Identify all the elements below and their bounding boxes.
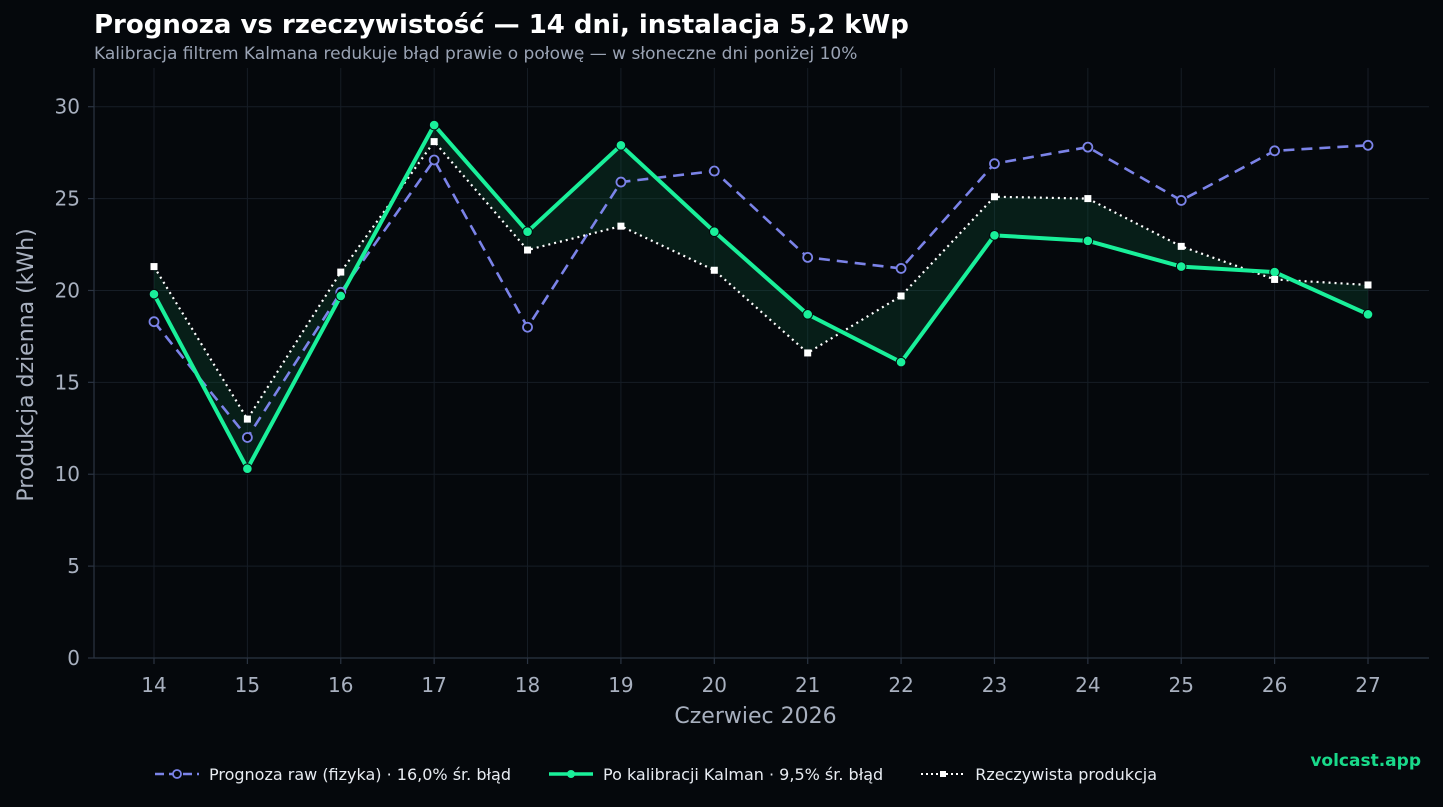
point-kalman (242, 463, 253, 475)
point-actual (337, 268, 345, 276)
point-actual (710, 266, 718, 274)
point-actual (1271, 275, 1279, 283)
y-tick-label: 5 (67, 554, 80, 578)
point-kalman (428, 119, 440, 131)
point-actual (1177, 242, 1185, 250)
point-kalman (989, 230, 1000, 241)
point-kalman (1082, 235, 1094, 247)
error-band (154, 125, 1368, 469)
legend-label-actual: Rzeczywista produkcja (975, 764, 1158, 784)
point-raw (989, 158, 1000, 170)
point-kalman (709, 226, 720, 237)
point-actual (524, 246, 532, 254)
series-line-kalman (152, 123, 1369, 471)
x-tick-label: 26 (1262, 673, 1287, 697)
point-raw (241, 432, 253, 443)
point-raw (615, 176, 627, 188)
legend-item-kalman: Po kalibracji Kalman · 9,5% śr. błąd (548, 764, 884, 784)
x-tick-label: 25 (1169, 673, 1194, 697)
legend-label-kalman: Po kalibracji Kalman · 9,5% śr. błąd (602, 764, 884, 784)
brand-watermark: volcast.app (1310, 751, 1421, 771)
legend: Prognoza raw (fizyka) · 16,0% śr. błąd P… (155, 762, 1195, 786)
x-tick-label: 27 (1355, 673, 1380, 697)
point-raw (1362, 139, 1374, 151)
x-tick-label: 15 (235, 673, 260, 697)
legend-item-actual: Rzeczywista produkcja (921, 765, 1157, 784)
y-tick-label: 30 (55, 95, 80, 119)
series-line-actual (153, 140, 1369, 421)
point-raw (1175, 195, 1187, 206)
point-actual (1084, 195, 1092, 203)
point-actual (243, 415, 251, 423)
x-tick-label: 18 (515, 673, 540, 697)
point-raw (708, 165, 720, 177)
point-actual (897, 292, 905, 300)
x-tick-label: 19 (608, 673, 633, 697)
point-raw (895, 263, 907, 274)
point-actual (1364, 281, 1372, 289)
point-raw (148, 316, 160, 328)
x-tick-label: 14 (141, 673, 166, 697)
x-tick-label: 16 (328, 673, 353, 697)
point-kalman (615, 139, 627, 151)
legend-swatch-raw (155, 769, 199, 779)
point-raw (428, 154, 440, 166)
point-kalman (1269, 266, 1280, 278)
point-kalman (1362, 309, 1374, 320)
point-kalman (335, 290, 347, 302)
y-tick-label: 15 (55, 370, 80, 394)
point-actual (990, 193, 998, 201)
chart-subtitle: Kalibracja filtrem Kalmana redukuje błąd… (94, 44, 858, 64)
x-tick-label: 20 (702, 673, 727, 697)
point-actual (617, 222, 625, 230)
y-tick-label: 0 (67, 646, 80, 670)
chart-title: Prognoza vs rzeczywistość — 14 dni, inst… (94, 10, 909, 40)
x-tick-label: 23 (982, 673, 1007, 697)
point-raw (802, 251, 814, 263)
point-actual (804, 349, 812, 357)
x-tick-label: 22 (888, 673, 913, 697)
legend-swatch-kalman (548, 770, 593, 778)
y-tick-label: 20 (55, 278, 80, 302)
point-kalman (1175, 261, 1187, 272)
point-actual (430, 138, 438, 146)
point-kalman (148, 288, 160, 300)
x-tick-label: 24 (1075, 673, 1100, 697)
point-raw (1082, 141, 1094, 153)
y-axis-label: Produkcja dzienna (kWh) (14, 228, 39, 501)
legend-swatch-actual (921, 771, 966, 777)
x-axis-label: Czerwiec 2026 (674, 704, 836, 729)
y-tick-label: 25 (55, 187, 80, 211)
point-kalman (802, 309, 813, 320)
point-kalman (522, 226, 533, 237)
x-tick-label: 21 (795, 673, 820, 697)
x-tick-label: 17 (421, 673, 446, 697)
point-raw (522, 321, 533, 333)
y-tick-label: 10 (55, 462, 80, 486)
point-raw (1269, 145, 1281, 157)
legend-label-raw: Prognoza raw (fizyka) · 16,0% śr. błąd (209, 764, 511, 784)
point-actual (150, 263, 158, 271)
legend-item-raw: Prognoza raw (fizyka) · 16,0% śr. błąd (155, 765, 511, 784)
point-kalman (895, 356, 907, 368)
